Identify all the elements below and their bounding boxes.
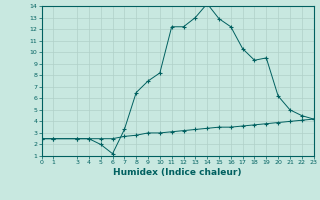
X-axis label: Humidex (Indice chaleur): Humidex (Indice chaleur) [113,168,242,177]
